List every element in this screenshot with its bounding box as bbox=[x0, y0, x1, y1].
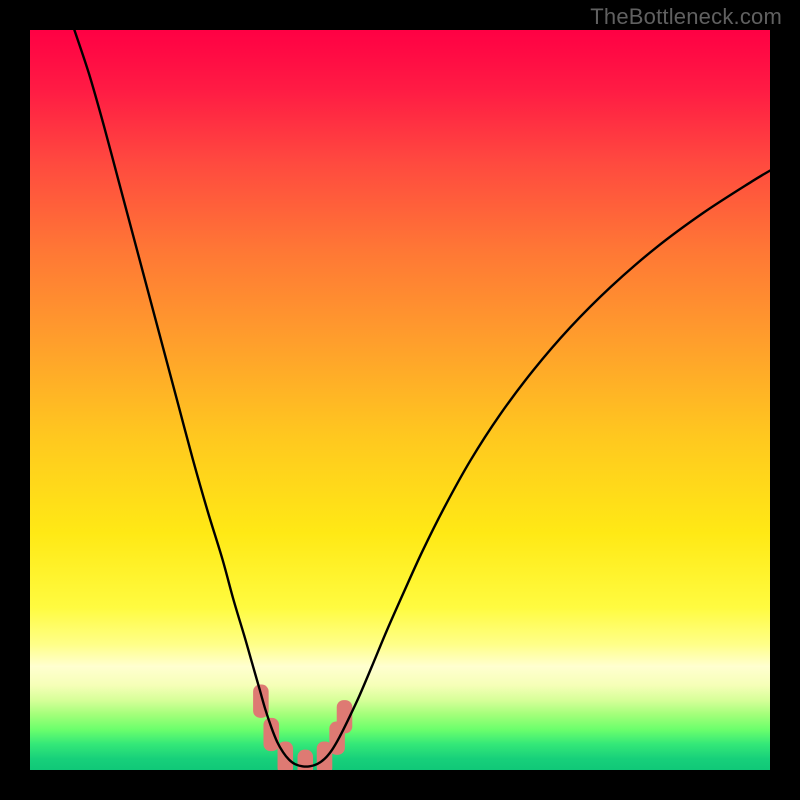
plot-area bbox=[30, 30, 770, 770]
bottleneck-curve bbox=[74, 30, 770, 767]
curve-marker bbox=[263, 718, 279, 751]
curve-layer bbox=[30, 30, 770, 770]
watermark-text: TheBottleneck.com bbox=[590, 4, 782, 30]
markers-group bbox=[253, 685, 352, 770]
chart-container: TheBottleneck.com bbox=[0, 0, 800, 800]
